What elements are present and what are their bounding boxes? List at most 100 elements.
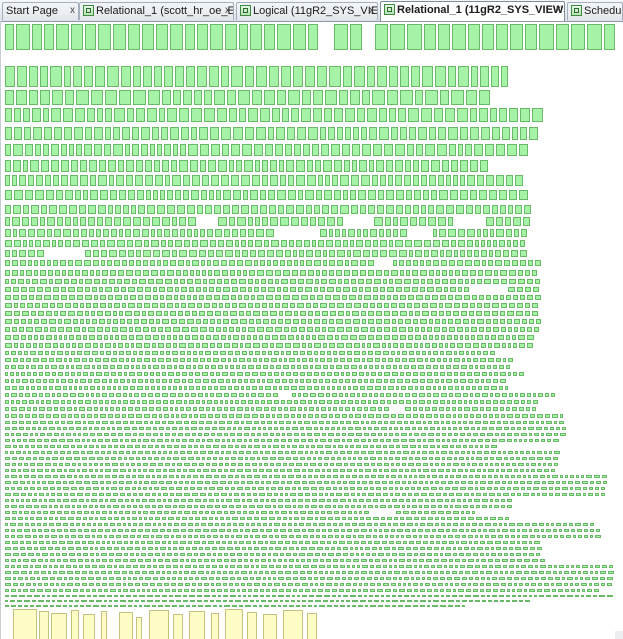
table-box[interactable] — [151, 240, 159, 247]
table-box[interactable] — [155, 393, 160, 397]
table-box[interactable] — [293, 553, 297, 556]
table-box[interactable] — [413, 481, 417, 484]
table-box[interactable] — [16, 24, 30, 50]
table-box[interactable] — [437, 499, 443, 502]
table-box[interactable] — [566, 535, 571, 538]
table-box[interactable] — [268, 190, 275, 200]
table-box[interactable] — [221, 335, 226, 340]
table-box[interactable] — [463, 499, 466, 502]
table-box[interactable] — [64, 493, 68, 496]
table-box[interactable] — [64, 600, 67, 602]
table-box[interactable] — [274, 523, 280, 526]
table-box[interactable] — [503, 565, 507, 568]
table-box[interactable] — [351, 175, 359, 186]
table-box[interactable] — [466, 90, 477, 105]
table-box[interactable] — [165, 505, 171, 508]
table-box[interactable] — [296, 535, 301, 538]
table-box[interactable] — [109, 535, 114, 538]
table-box[interactable] — [313, 379, 317, 383]
table-box[interactable] — [199, 407, 204, 411]
table-box[interactable] — [445, 553, 451, 556]
table-box[interactable] — [42, 303, 48, 308]
table-box[interactable] — [347, 451, 352, 454]
table-box[interactable] — [446, 175, 451, 186]
table-box[interactable] — [427, 279, 433, 284]
table-box[interactable] — [247, 481, 253, 484]
table-box[interactable] — [153, 287, 157, 292]
table-box[interactable] — [323, 343, 327, 348]
table-box[interactable] — [426, 414, 432, 418]
table-box[interactable] — [490, 499, 493, 502]
table-box[interactable] — [482, 475, 486, 478]
table-box[interactable] — [567, 595, 573, 597]
table-box[interactable] — [64, 335, 67, 340]
table-box[interactable] — [427, 393, 431, 397]
table-box[interactable] — [265, 571, 269, 574]
table-box[interactable] — [279, 421, 284, 424]
table-box[interactable] — [490, 393, 493, 397]
table-box[interactable] — [82, 541, 86, 544]
table-box[interactable] — [30, 589, 35, 592]
table-box[interactable] — [118, 343, 123, 348]
table-box[interactable] — [462, 270, 468, 276]
table-box[interactable] — [389, 279, 393, 284]
table-box[interactable] — [453, 311, 459, 316]
table-box[interactable] — [391, 270, 398, 276]
table-box[interactable] — [43, 523, 47, 526]
table-box[interactable] — [326, 240, 333, 247]
table-box[interactable] — [40, 90, 50, 105]
table-box[interactable] — [156, 372, 160, 376]
table-box[interactable] — [83, 547, 88, 550]
table-box[interactable] — [592, 577, 598, 580]
table-box[interactable] — [31, 217, 38, 226]
table-box[interactable] — [252, 529, 258, 532]
table-box[interactable] — [191, 393, 196, 397]
table-box[interactable] — [253, 335, 257, 340]
table-box[interactable] — [594, 589, 599, 592]
table-box[interactable] — [168, 421, 174, 424]
table-box[interactable] — [427, 589, 432, 592]
table-box[interactable] — [467, 463, 470, 466]
table-box[interactable] — [414, 433, 419, 436]
table-box[interactable] — [580, 577, 583, 580]
table-box[interactable] — [181, 303, 186, 308]
table-box[interactable] — [537, 414, 543, 418]
table-box[interactable] — [183, 600, 188, 602]
table-box[interactable] — [162, 372, 166, 376]
table-box[interactable] — [268, 279, 273, 284]
table-box[interactable] — [19, 595, 25, 597]
table-box[interactable] — [17, 487, 22, 490]
table-box[interactable] — [288, 175, 294, 186]
table-box[interactable] — [520, 108, 530, 122]
table-box[interactable] — [213, 358, 219, 362]
table-box[interactable] — [461, 583, 466, 586]
table-box[interactable] — [544, 451, 547, 454]
table-box[interactable] — [368, 541, 372, 544]
table-box[interactable] — [156, 319, 160, 324]
table-box[interactable] — [451, 90, 464, 105]
table-box[interactable] — [447, 439, 450, 442]
table-box[interactable] — [153, 250, 160, 257]
table-box[interactable] — [89, 358, 93, 362]
table-box[interactable] — [414, 493, 419, 496]
table-box[interactable] — [108, 571, 112, 574]
table-box[interactable] — [27, 481, 30, 484]
table-box[interactable] — [182, 372, 187, 376]
table-box[interactable] — [492, 595, 497, 597]
table-box[interactable] — [180, 229, 185, 237]
table-box[interactable] — [235, 250, 240, 257]
table-box[interactable] — [374, 393, 378, 397]
table-box[interactable] — [384, 335, 390, 340]
table-box[interactable] — [386, 229, 391, 237]
table-box[interactable] — [18, 463, 22, 466]
table-box[interactable] — [164, 229, 170, 237]
table-box[interactable] — [382, 571, 386, 574]
table-box[interactable] — [237, 260, 243, 266]
table-box[interactable] — [447, 335, 452, 340]
table-box[interactable] — [60, 457, 64, 460]
table-box[interactable] — [178, 577, 182, 580]
table-box[interactable] — [13, 493, 19, 496]
table-box[interactable] — [85, 475, 89, 478]
table-box[interactable] — [100, 547, 105, 550]
table-box[interactable] — [5, 414, 9, 418]
